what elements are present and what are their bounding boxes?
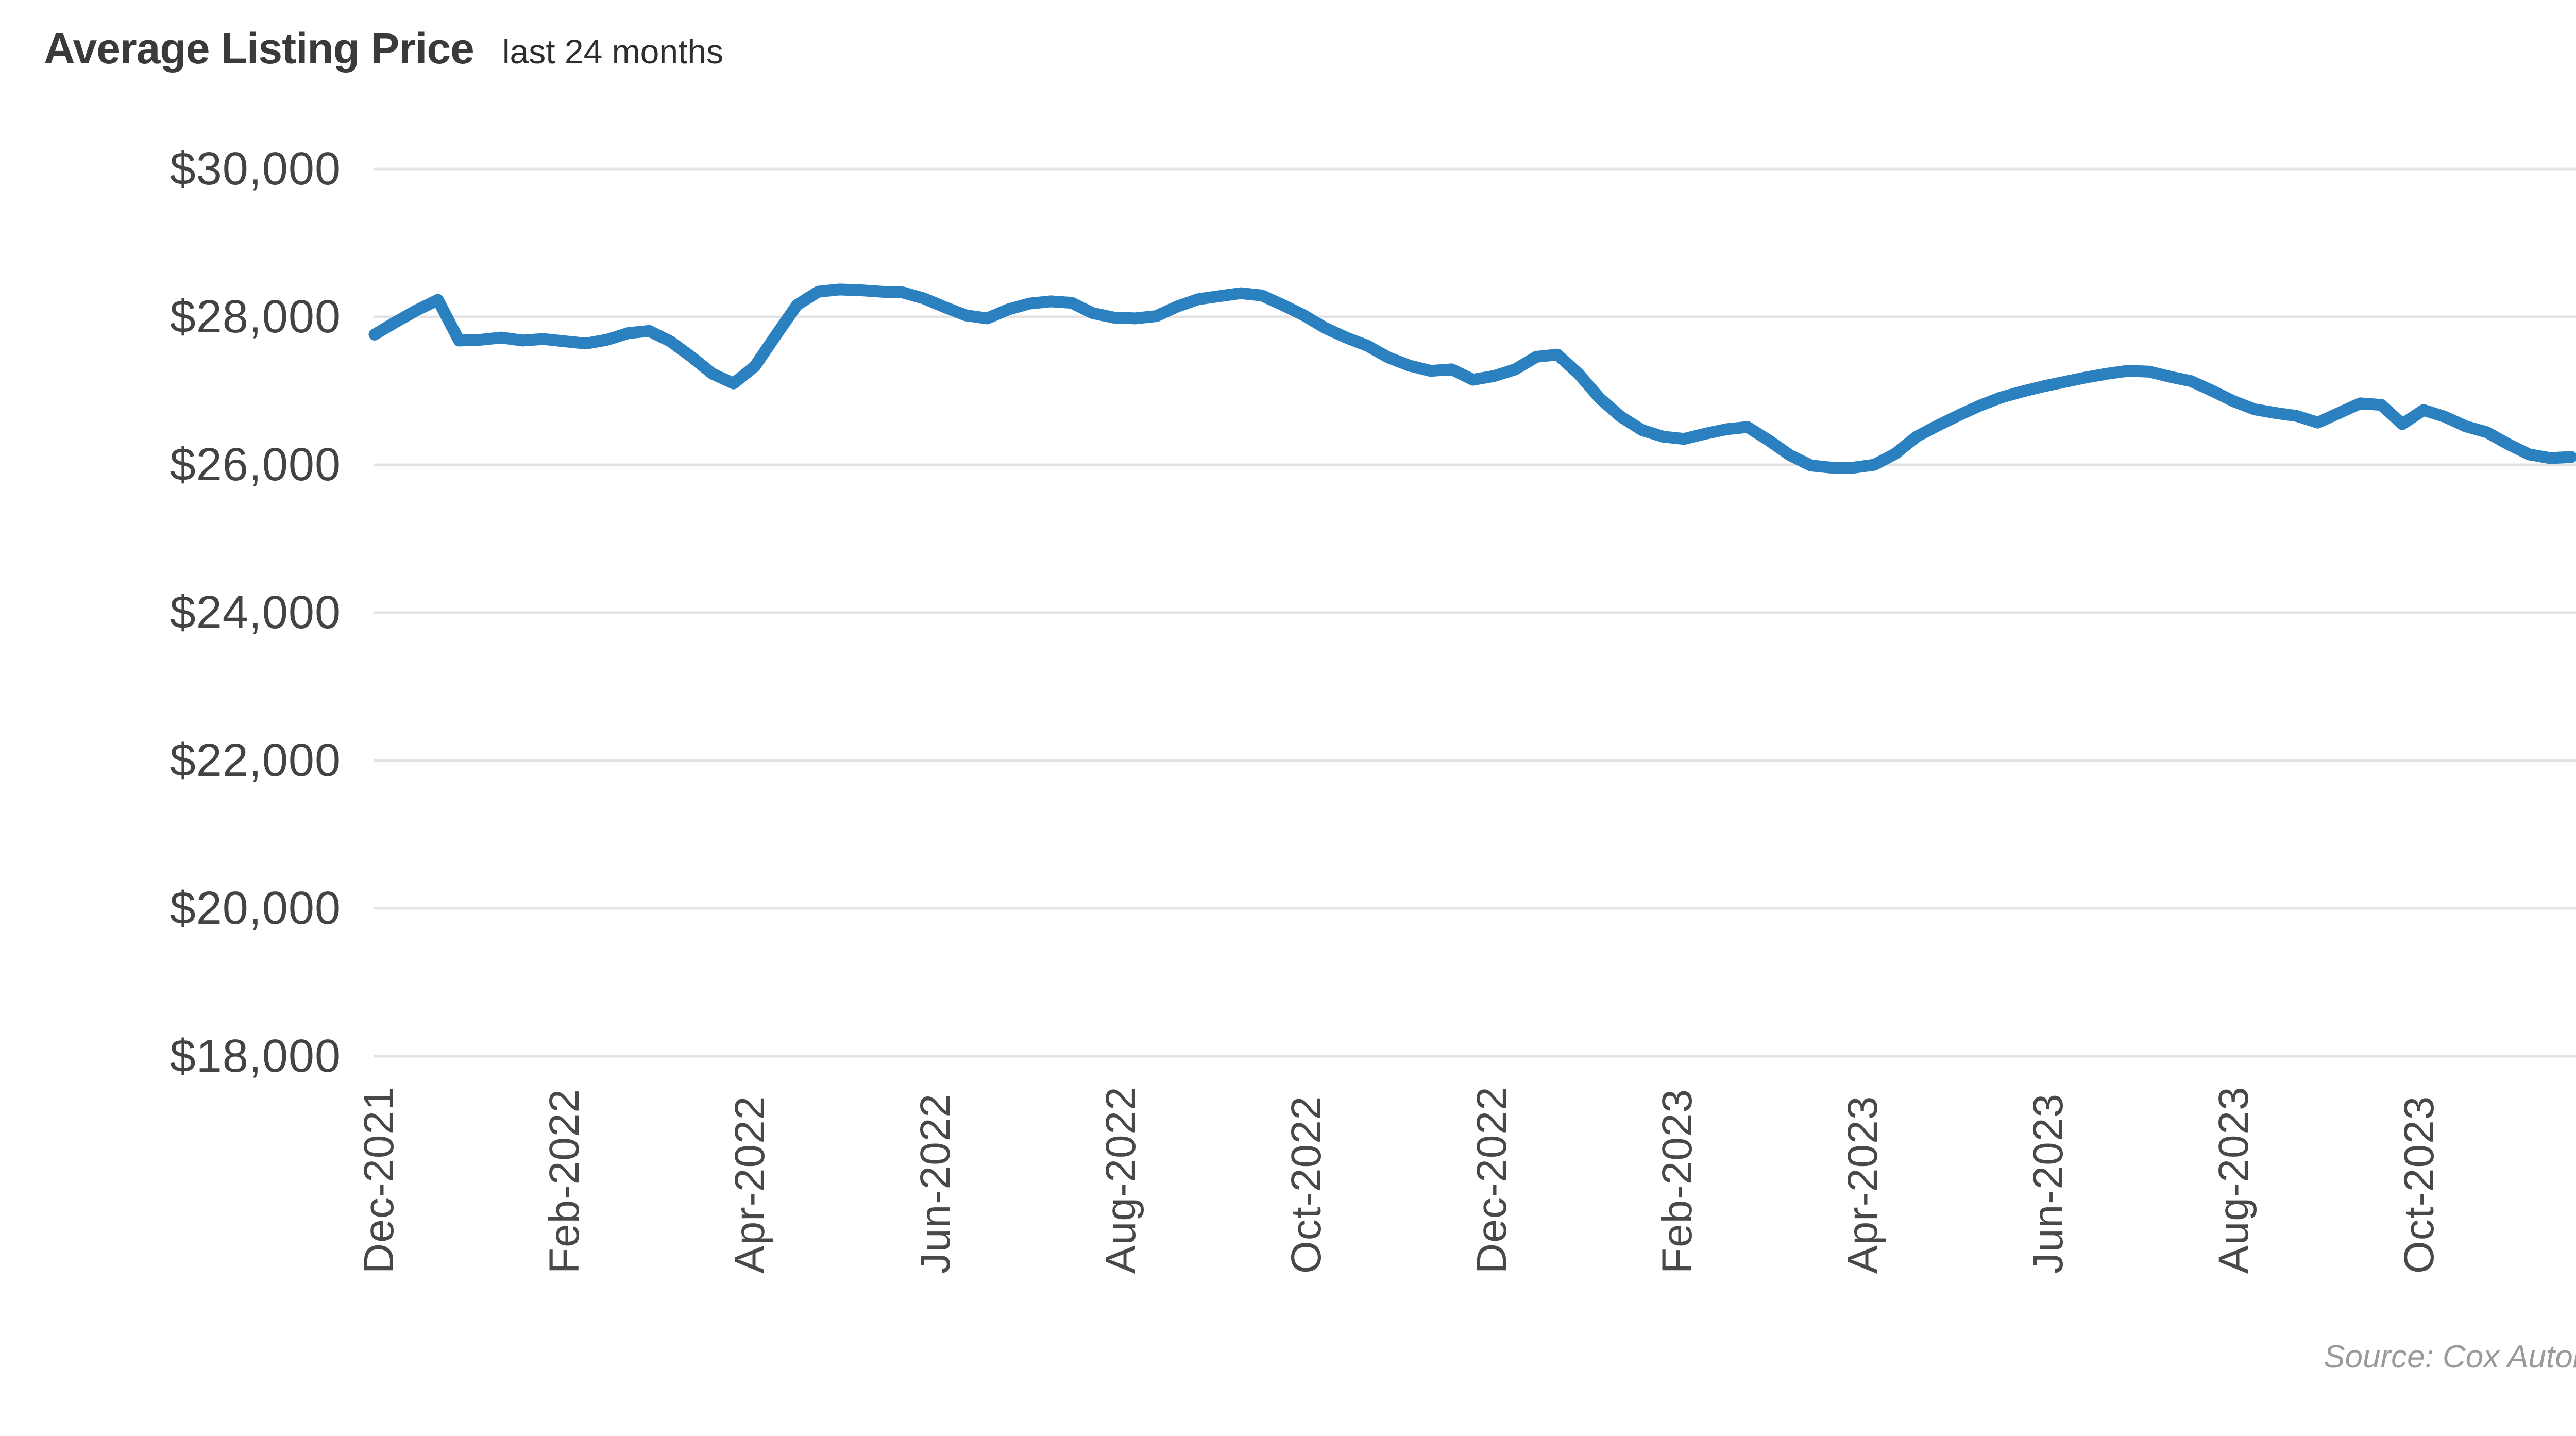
chart-header: Average Listing Price last 24 months <box>44 24 724 73</box>
chart-title: Average Listing Price <box>44 24 474 73</box>
y-axis-tick-label: $18,000 <box>170 1030 341 1082</box>
x-axis-tick-label: Jun-2023 <box>2025 1093 2072 1274</box>
x-axis-tick-label: Apr-2023 <box>1839 1095 1886 1274</box>
x-axis-tick-label: Oct-2023 <box>2396 1095 2443 1274</box>
x-axis-tick-label: Jun-2022 <box>912 1093 959 1274</box>
x-axis-tick-label: Dec-2021 <box>355 1086 402 1274</box>
x-axis-tick-label: Oct-2022 <box>1283 1095 1330 1274</box>
x-axis-tick-label: Feb-2023 <box>1654 1088 1701 1274</box>
x-axis-tick-label: Apr-2022 <box>726 1095 773 1274</box>
chart-subtitle: last 24 months <box>502 32 724 71</box>
x-axis-tick-label: Feb-2022 <box>541 1088 588 1274</box>
y-axis-tick-label: $20,000 <box>170 883 341 934</box>
price-line-series <box>368 283 2576 474</box>
source-attribution: Source: Cox Automotive - vAuto <box>2324 1339 2576 1375</box>
y-axis-tick-label: $22,000 <box>170 735 341 786</box>
y-axis-tick-label: $28,000 <box>170 291 341 343</box>
x-axis-tick-label: Aug-2022 <box>1097 1086 1144 1274</box>
y-axis-tick-label: $24,000 <box>170 587 341 638</box>
x-axis-tick-label: Dec-2022 <box>1468 1086 1515 1274</box>
y-axis-tick-label: $26,000 <box>170 439 341 491</box>
y-axis-tick-label: $30,000 <box>170 143 341 195</box>
x-axis-tick-label: Aug-2023 <box>2210 1086 2257 1274</box>
